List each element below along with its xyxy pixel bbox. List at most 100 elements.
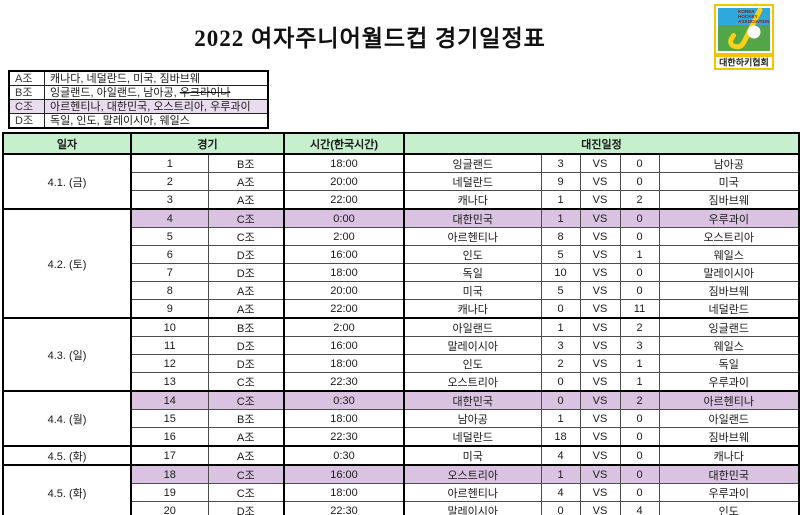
away-score: 1 bbox=[619, 372, 660, 392]
match-number: 19 bbox=[130, 483, 209, 502]
match-time: 22:30 bbox=[283, 427, 405, 447]
home-score: 1 bbox=[540, 190, 581, 210]
match-row: 20 D조 22:30 말레이시아 0 VS 4 인도 bbox=[3, 501, 800, 515]
match-row: 4.5. (화) 17 A조 0:30 미국 4 VS 0 캐나다 bbox=[2, 445, 800, 466]
legend-row: A조 캐나다, 네덜란드, 미국, 짐바브웨 bbox=[8, 70, 269, 86]
legend-team: 말레이시아 bbox=[102, 114, 154, 127]
away-score: 0 bbox=[619, 153, 660, 173]
match-group: A조 bbox=[207, 190, 285, 210]
match-row: 4.3. (일) 10 B조 2:00 아일랜드 1 VS 2 잉글랜드 bbox=[2, 317, 800, 392]
away-score: 1 bbox=[619, 354, 660, 373]
date-cell: 4.2. (토) bbox=[2, 208, 132, 319]
away-team: 아르헨티나 bbox=[658, 390, 800, 410]
vs-label: VS bbox=[579, 317, 621, 337]
legend-team: 우루과이 bbox=[210, 100, 251, 113]
match-time: 18:00 bbox=[283, 153, 405, 173]
home-score: 8 bbox=[540, 227, 581, 246]
home-score: 1 bbox=[540, 208, 581, 228]
match-row: 13 C조 22:30 오스트리아 0 VS 1 우루과이 bbox=[3, 372, 800, 392]
home-score: 5 bbox=[540, 245, 581, 264]
home-team: 대한민국 bbox=[403, 390, 542, 410]
match-group: A조 bbox=[207, 445, 285, 466]
away-team: 아일랜드 bbox=[658, 409, 800, 428]
match-row: 8 A조 20:00 미국 5 VS 0 짐바브웨 bbox=[3, 281, 800, 300]
match-group: D조 bbox=[207, 245, 285, 264]
away-score: 0 bbox=[619, 172, 660, 191]
logo-caption: 대한하키협회 bbox=[719, 57, 769, 68]
legend-team: 아일랜드 bbox=[96, 86, 138, 99]
home-score: 3 bbox=[540, 336, 581, 355]
schedule-table: 일자 경기 시간(한국시간) 대진일정 4.1. (금) 1 B조 18:00 잉글랜드… bbox=[2, 132, 800, 515]
match-time: 20:00 bbox=[283, 172, 405, 191]
away-team: 우루과이 bbox=[658, 208, 800, 228]
home-team: 아일랜드 bbox=[403, 317, 542, 337]
legend-team: 아르헨티나 bbox=[50, 100, 101, 113]
vs-label: VS bbox=[579, 464, 621, 484]
page-title: 2022 여자주니어월드컵 경기일정표 bbox=[194, 26, 546, 51]
away-team: 우루과이 bbox=[658, 372, 800, 392]
legend-team: 인도 bbox=[76, 114, 97, 127]
away-score: 0 bbox=[619, 483, 660, 502]
home-team: 말레이시아 bbox=[403, 501, 542, 515]
match-time: 0:00 bbox=[283, 208, 405, 228]
match-group: D조 bbox=[207, 501, 285, 515]
away-team: 캐나다 bbox=[658, 445, 800, 466]
header-fixture: 대진일정 bbox=[403, 132, 800, 155]
match-time: 22:30 bbox=[283, 372, 405, 392]
vs-label: VS bbox=[579, 445, 621, 466]
match-group: A조 bbox=[207, 299, 285, 319]
away-team: 네덜란드 bbox=[658, 299, 800, 319]
home-score: 10 bbox=[540, 263, 581, 282]
away-score: 0 bbox=[619, 227, 660, 246]
match-row: 4.1. (금) 1 B조 18:00 잉글랜드 3 VS 0 남아공 bbox=[2, 153, 800, 210]
home-team: 오스트리아 bbox=[403, 464, 542, 484]
date-cell: 4.1. (금) bbox=[2, 153, 132, 210]
away-score: 0 bbox=[619, 208, 660, 228]
vs-label: VS bbox=[579, 336, 621, 355]
legend-group-teams: 캐나다, 네덜란드, 미국, 짐바브웨 bbox=[44, 70, 269, 86]
legend-team: 독일 bbox=[50, 114, 71, 127]
home-score: 1 bbox=[540, 317, 581, 337]
match-number: 10 bbox=[130, 317, 209, 337]
home-score: 4 bbox=[540, 483, 581, 502]
hockey-emblem-icon: KOREA HOCKEY ASSOCIATION 대한하키협회 bbox=[714, 4, 774, 70]
group-legend-body: A조 캐나다, 네덜란드, 미국, 짐바브웨 B조 잉글랜드, 아일랜드, 남아공, … bbox=[8, 70, 269, 129]
away-team: 말레이시아 bbox=[658, 263, 800, 282]
vs-label: VS bbox=[579, 501, 621, 515]
home-score: 0 bbox=[540, 390, 581, 410]
away-score: 4 bbox=[619, 501, 660, 515]
away-team: 남아공 bbox=[658, 153, 800, 173]
match-time: 18:00 bbox=[283, 409, 405, 428]
away-team: 짐바브웨 bbox=[658, 427, 800, 447]
match-group: C조 bbox=[207, 464, 285, 484]
vs-label: VS bbox=[579, 354, 621, 373]
legend-group-teams: 잉글랜드, 아일랜드, 남아공, 우크라이나 bbox=[44, 85, 269, 100]
home-team: 캐나다 bbox=[403, 299, 542, 319]
home-team: 네덜란드 bbox=[403, 172, 542, 191]
match-group: C조 bbox=[207, 208, 285, 228]
vs-label: VS bbox=[579, 172, 621, 191]
date-cell: 4.5. (화) bbox=[2, 464, 132, 515]
match-time: 16:00 bbox=[283, 336, 405, 355]
logo-org-line: HOCKEY bbox=[738, 14, 758, 19]
match-time: 2:00 bbox=[283, 317, 405, 337]
away-team: 우루과이 bbox=[658, 483, 800, 502]
legend-group-teams: 아르헨티나, 대한민국, 오스트리아, 우루과이 bbox=[44, 99, 269, 114]
match-group: D조 bbox=[207, 336, 285, 355]
home-team: 미국 bbox=[403, 281, 542, 300]
schedule-body: 4.1. (금) 1 B조 18:00 잉글랜드 3 VS 0 남아공 2 A조 20:00 네덜란드 9… bbox=[2, 153, 800, 515]
legend-row: C조 아르헨티나, 대한민국, 오스트리아, 우루과이 bbox=[8, 99, 269, 114]
vs-label: VS bbox=[579, 390, 621, 410]
match-time: 0:30 bbox=[283, 390, 405, 410]
home-score: 1 bbox=[540, 409, 581, 428]
header-time: 시간(한국시간) bbox=[283, 132, 405, 155]
away-team: 웨일스 bbox=[658, 245, 800, 264]
vs-label: VS bbox=[579, 409, 621, 428]
home-score: 18 bbox=[540, 427, 581, 447]
vs-label: VS bbox=[579, 153, 621, 173]
home-score: 0 bbox=[540, 299, 581, 319]
legend-team: 남아공 bbox=[143, 86, 174, 99]
match-row: 12 D조 18:00 인도 2 VS 1 독일 bbox=[3, 354, 800, 373]
away-score: 0 bbox=[619, 263, 660, 282]
legend-team-struck: 우크라이나 bbox=[179, 86, 231, 99]
